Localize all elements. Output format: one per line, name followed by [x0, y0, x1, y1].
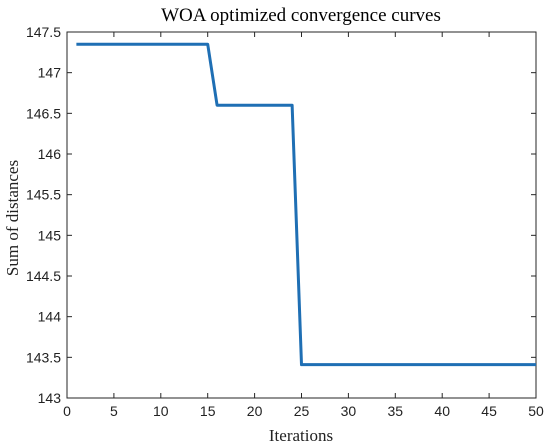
- x-tick-label: 40: [434, 403, 450, 419]
- x-tick-label: 45: [481, 403, 497, 419]
- x-tick-label: 5: [110, 403, 118, 419]
- x-tick-label: 0: [63, 403, 71, 419]
- y-tick-label: 147: [38, 65, 62, 81]
- y-tick-label: 145.5: [26, 187, 61, 203]
- x-tick-label: 30: [341, 403, 357, 419]
- convergence-line: [76, 42, 536, 367]
- x-tick-label: 25: [294, 403, 310, 419]
- x-tick-label: 20: [247, 403, 263, 419]
- y-tick-label: 144: [38, 309, 62, 325]
- y-tick-label: 146.5: [26, 105, 61, 121]
- y-tick-label: 143.5: [26, 349, 61, 365]
- y-tick-label: 146: [38, 146, 62, 162]
- y-tick-label: 147.5: [26, 24, 61, 40]
- plot-area: 0 5 10 15 20 25 30 35 40 45 50 143 143.5 144 144.5 145 1…: [26, 24, 544, 419]
- x-tick-label: 35: [388, 403, 404, 419]
- y-tick-label: 143: [38, 390, 62, 406]
- chart-title: WOA optimized convergence curves: [161, 5, 441, 26]
- y-axis-label: Sum of distances: [3, 160, 22, 276]
- x-tick-label: 15: [200, 403, 216, 419]
- y-tick-label: 145: [38, 227, 62, 243]
- x-tick-label: 10: [153, 403, 169, 419]
- x-axis-label: Iterations: [269, 426, 333, 445]
- x-tick-label: 50: [528, 403, 544, 419]
- y-tick-label: 144.5: [26, 268, 61, 284]
